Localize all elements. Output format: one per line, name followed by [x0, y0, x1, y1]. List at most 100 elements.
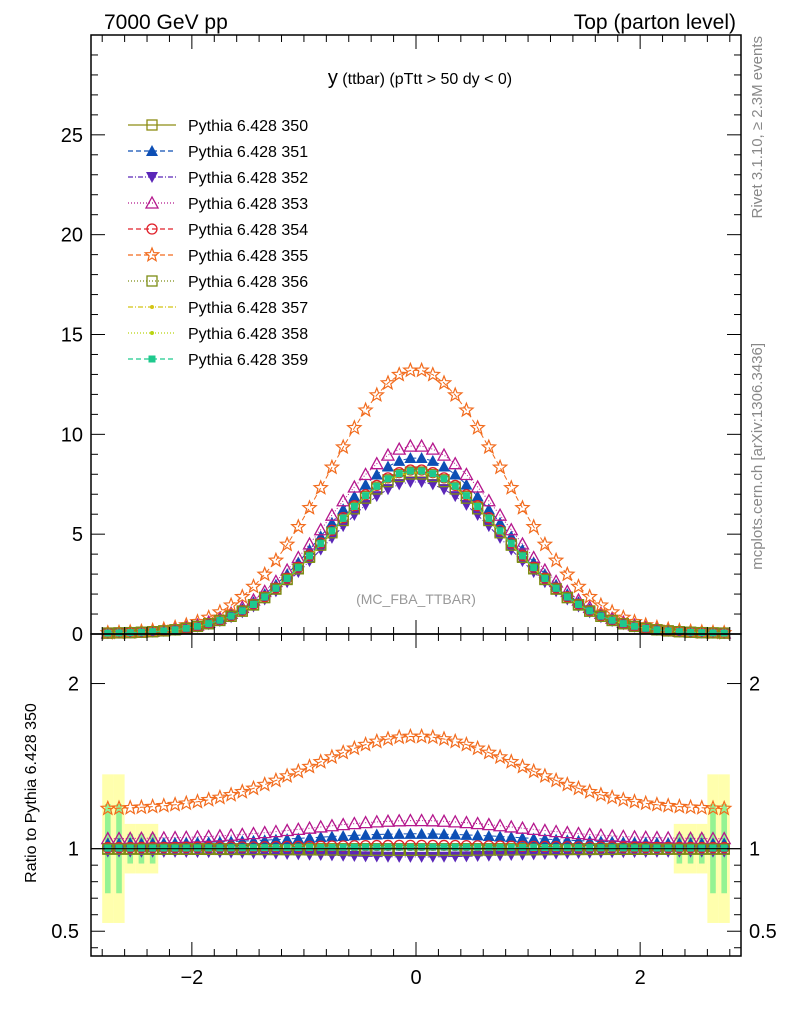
- ratio-point: [446, 732, 464, 749]
- ratio-point: [370, 828, 383, 840]
- ratio-point: [671, 797, 688, 814]
- ratio-point: [687, 844, 695, 852]
- ratio-point: [324, 818, 340, 832]
- ratio-point: [358, 815, 373, 829]
- data-point: [494, 516, 507, 528]
- y-tick-label: 25: [61, 125, 83, 147]
- ratio-point: [381, 851, 394, 863]
- ratio-point: [451, 843, 459, 851]
- data-point: [357, 401, 374, 418]
- ratio-point: [605, 828, 620, 842]
- ratio-point: [637, 794, 654, 811]
- data-point: [462, 492, 470, 500]
- legend-marker: [146, 145, 158, 156]
- ratio-point: [281, 833, 294, 845]
- ratio-point: [592, 786, 610, 802]
- ratio-tick-label: 0.5: [51, 921, 79, 943]
- ratio-tick-label: 1: [68, 839, 79, 861]
- ratio-point: [653, 844, 661, 852]
- ratio-point: [124, 843, 136, 855]
- data-point: [334, 438, 352, 455]
- data-point: [270, 583, 282, 595]
- data-point: [205, 620, 213, 628]
- data-point: [390, 366, 408, 382]
- ratio-point: [536, 767, 554, 784]
- data-point: [424, 366, 442, 382]
- data-point: [336, 493, 351, 507]
- data-point: [586, 607, 594, 615]
- data-point: [348, 510, 361, 522]
- header-left: 7000 GeV pp: [104, 11, 228, 34]
- data-point: [256, 565, 273, 582]
- data-point: [426, 454, 439, 466]
- ratio-point: [359, 851, 372, 863]
- data-point: [460, 478, 473, 490]
- ratio-point: [507, 843, 515, 851]
- ratio-point: [538, 833, 551, 845]
- data-point: [259, 592, 271, 604]
- ratio-point: [597, 844, 605, 852]
- legend-marker: [148, 355, 156, 363]
- data-point: [403, 438, 418, 452]
- data-point: [448, 456, 463, 470]
- ratio-point: [462, 843, 470, 851]
- data-point: [346, 419, 363, 435]
- data-point: [446, 386, 464, 403]
- data-point: [339, 514, 347, 522]
- legend-item: Pythia 6.428 351: [128, 144, 308, 161]
- ratio-point: [548, 824, 564, 838]
- ratio-point: [492, 818, 508, 832]
- data-point: [552, 584, 560, 592]
- data-point: [359, 478, 372, 490]
- ratio-point: [369, 814, 384, 828]
- series-359: [104, 467, 728, 637]
- ratio-point: [268, 824, 284, 838]
- data-point: [358, 467, 373, 481]
- ratio-point: [474, 843, 482, 851]
- ratio-point: [370, 851, 383, 863]
- ratio-point: [482, 829, 495, 841]
- ratio-point: [250, 844, 257, 852]
- ratio-point: [482, 850, 495, 862]
- data-point: [451, 482, 459, 490]
- data-point: [415, 452, 428, 464]
- legend: Pythia 6.428 350 Pythia 6.428 351 Pythia 6…: [128, 118, 308, 369]
- ratio-point: [648, 796, 666, 812]
- ratio-point: [617, 843, 629, 856]
- ratio-point: [294, 844, 302, 852]
- ratio-point: [122, 799, 139, 815]
- ratio-point: [659, 797, 677, 813]
- data-point: [436, 447, 452, 461]
- ratio-point: [337, 850, 350, 862]
- ratio-point: [395, 843, 403, 851]
- header-right: Top (parton level): [574, 11, 736, 34]
- data-point: [245, 577, 262, 594]
- data-point: [233, 588, 251, 604]
- ratio-point: [563, 844, 571, 852]
- ratio-point: [581, 783, 598, 799]
- data-point: [384, 475, 392, 483]
- data-point: [619, 620, 627, 628]
- legend-item: Pythia 6.428 352: [128, 170, 308, 187]
- legend-label: Pythia 6.428 353: [188, 196, 308, 213]
- legend-label: Pythia 6.428 354: [188, 222, 308, 239]
- data-point: [393, 454, 406, 466]
- series-line-358: [107, 471, 725, 634]
- plot-title-rest: (ttbar) (pTtt > 50 dy < 0): [338, 71, 512, 88]
- ratio-point: [133, 798, 150, 815]
- data-point: [370, 468, 383, 480]
- data-point: [115, 629, 123, 637]
- data-point: [547, 551, 565, 568]
- ratio-line-353: [107, 820, 725, 840]
- ratio-point: [403, 813, 418, 827]
- ratio-point: [267, 771, 285, 788]
- legend-item: Pythia 6.428 358: [128, 326, 308, 343]
- data-point: [402, 361, 419, 378]
- ratio-point: [245, 779, 262, 796]
- data-point: [459, 467, 474, 481]
- data-point: [608, 616, 616, 624]
- data-point: [301, 499, 318, 515]
- ratio-point: [158, 843, 170, 855]
- y-tick-label: 15: [61, 325, 83, 347]
- data-point: [429, 470, 437, 478]
